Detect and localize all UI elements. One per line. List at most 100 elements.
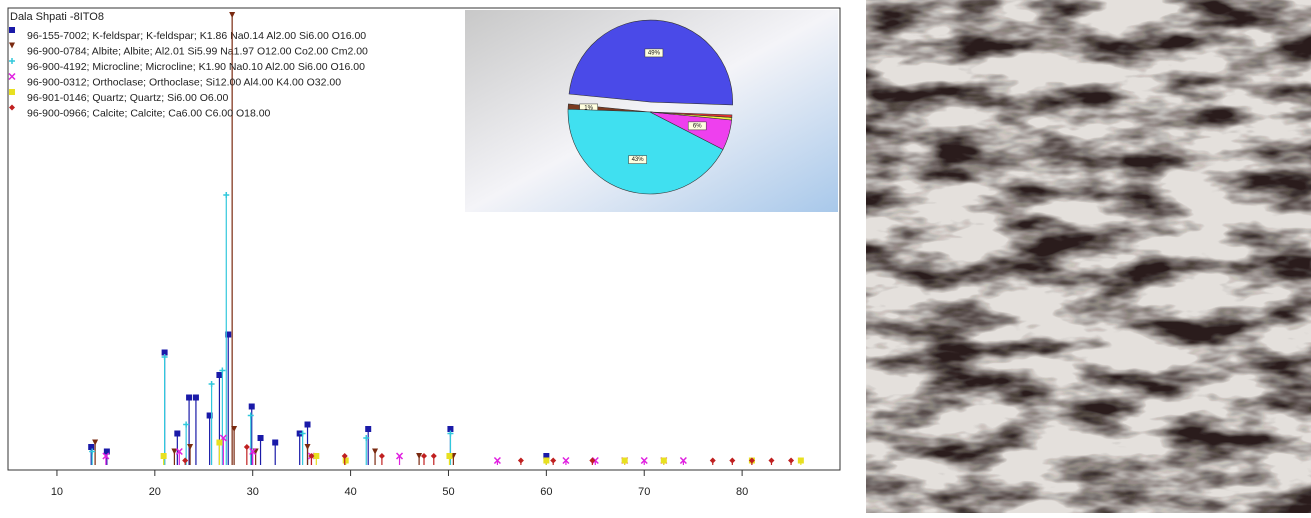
peak-marker bbox=[447, 426, 454, 432]
peak-marker bbox=[247, 412, 254, 419]
peak-marker bbox=[788, 457, 795, 464]
peak-marker bbox=[748, 457, 755, 464]
legend-label: 96-900-4192; Microcline; Microcline; K1.… bbox=[27, 61, 365, 73]
peak-marker bbox=[729, 457, 736, 464]
peak-marker bbox=[299, 430, 306, 437]
x-tick-label: 30 bbox=[247, 486, 259, 498]
legend-title: Dala Shpati -8ITO8 bbox=[10, 11, 104, 23]
peak-marker bbox=[660, 457, 667, 464]
pie-label: 43% bbox=[632, 157, 645, 163]
peak-marker bbox=[421, 453, 427, 459]
legend-label: 96-155-7002; K-feldspar; K-feldspar; K1.… bbox=[27, 30, 366, 42]
peak-marker bbox=[363, 435, 370, 441]
peak-marker bbox=[186, 394, 193, 401]
legend-marker bbox=[9, 89, 15, 95]
x-tick-label: 50 bbox=[442, 486, 454, 498]
peak-marker bbox=[231, 426, 238, 432]
peak-marker bbox=[183, 421, 190, 428]
peak-marker bbox=[175, 447, 183, 456]
legend-marker bbox=[9, 58, 15, 64]
peak-marker bbox=[679, 456, 687, 465]
peak-marker bbox=[208, 381, 215, 387]
pie-label: 6% bbox=[693, 123, 702, 129]
peak-marker bbox=[161, 354, 168, 360]
peak-marker bbox=[192, 394, 199, 401]
peak-marker bbox=[621, 457, 628, 464]
legend-label: 96-900-0312; Orthoclase; Orthoclase; Si1… bbox=[27, 76, 341, 88]
peak-marker bbox=[243, 444, 250, 450]
legend-marker bbox=[9, 27, 15, 33]
peak-marker bbox=[395, 452, 404, 460]
peak-marker bbox=[229, 12, 236, 18]
peak-marker bbox=[249, 447, 257, 456]
peak-marker bbox=[430, 453, 437, 459]
peak-marker bbox=[589, 457, 596, 464]
peak-marker bbox=[372, 448, 379, 455]
peak-marker bbox=[342, 457, 349, 464]
peak-marker bbox=[378, 453, 385, 459]
pie-slice bbox=[568, 19, 733, 106]
peak-marker bbox=[206, 412, 213, 419]
peak-marker bbox=[493, 456, 501, 465]
peak-marker bbox=[313, 453, 320, 459]
peak-marker bbox=[543, 457, 550, 464]
legend-marker bbox=[8, 72, 16, 81]
peak-marker bbox=[304, 444, 311, 450]
legend-label: 96-901-0146; Quartz; Quartz; Si6.00 O6.0… bbox=[27, 92, 229, 104]
sem-texture bbox=[866, 0, 1311, 513]
peak-marker bbox=[219, 367, 226, 374]
peak-marker bbox=[161, 349, 168, 356]
peak-marker bbox=[223, 192, 230, 198]
x-tick-label: 70 bbox=[638, 486, 650, 498]
peak-marker bbox=[341, 453, 348, 459]
peak-marker bbox=[543, 453, 550, 459]
pie-slice bbox=[567, 108, 724, 195]
sem-image bbox=[866, 0, 1311, 513]
pie-label-box bbox=[687, 121, 707, 131]
x-tick-label: 80 bbox=[736, 486, 748, 498]
x-tick-label: 60 bbox=[540, 486, 552, 498]
x-tick-label: 10 bbox=[51, 486, 63, 498]
x-tick-label: 20 bbox=[149, 486, 161, 498]
peak-marker bbox=[446, 453, 453, 459]
peak-marker bbox=[216, 439, 223, 446]
pie-slice bbox=[649, 111, 733, 118]
peak-marker bbox=[768, 457, 775, 464]
pie-label: 1% bbox=[584, 106, 593, 112]
pie-label-box bbox=[644, 48, 664, 58]
peak-marker bbox=[248, 403, 255, 410]
peak-marker bbox=[550, 457, 557, 464]
peak-marker bbox=[216, 372, 223, 378]
peak-marker bbox=[304, 421, 311, 428]
peak-marker bbox=[365, 426, 372, 432]
legend-label: 96-900-0966; Calcite; Calcite; Ca6.00 C6… bbox=[27, 107, 271, 119]
peak-marker bbox=[182, 457, 189, 464]
pie-label-box bbox=[628, 155, 647, 164]
x-tick-label: 40 bbox=[344, 486, 356, 498]
peak-marker bbox=[640, 456, 648, 465]
peak-marker bbox=[225, 331, 232, 338]
legend-marker bbox=[9, 104, 15, 111]
peak-marker bbox=[447, 430, 454, 437]
peak-marker bbox=[88, 444, 95, 450]
peak-marker bbox=[187, 444, 194, 450]
peak-marker bbox=[171, 448, 178, 455]
legend-marker bbox=[9, 42, 15, 49]
pie-label: 49% bbox=[648, 51, 661, 57]
peak-marker bbox=[92, 439, 99, 446]
peak-marker bbox=[174, 430, 181, 437]
peak-marker bbox=[89, 448, 96, 455]
peak-marker bbox=[102, 452, 110, 460]
peak-marker bbox=[257, 435, 264, 441]
peak-marker bbox=[103, 448, 110, 455]
peak-marker bbox=[416, 453, 423, 459]
peak-marker bbox=[160, 453, 167, 459]
peak-marker bbox=[562, 456, 570, 465]
peak-marker bbox=[308, 453, 315, 459]
legend-label: 96-900-0784; Albite; Albite; Al2.01 Si5.… bbox=[27, 45, 368, 57]
peak-marker bbox=[517, 457, 524, 464]
peak-marker bbox=[272, 439, 279, 446]
peak-marker bbox=[797, 457, 804, 464]
peak-marker bbox=[709, 457, 716, 464]
